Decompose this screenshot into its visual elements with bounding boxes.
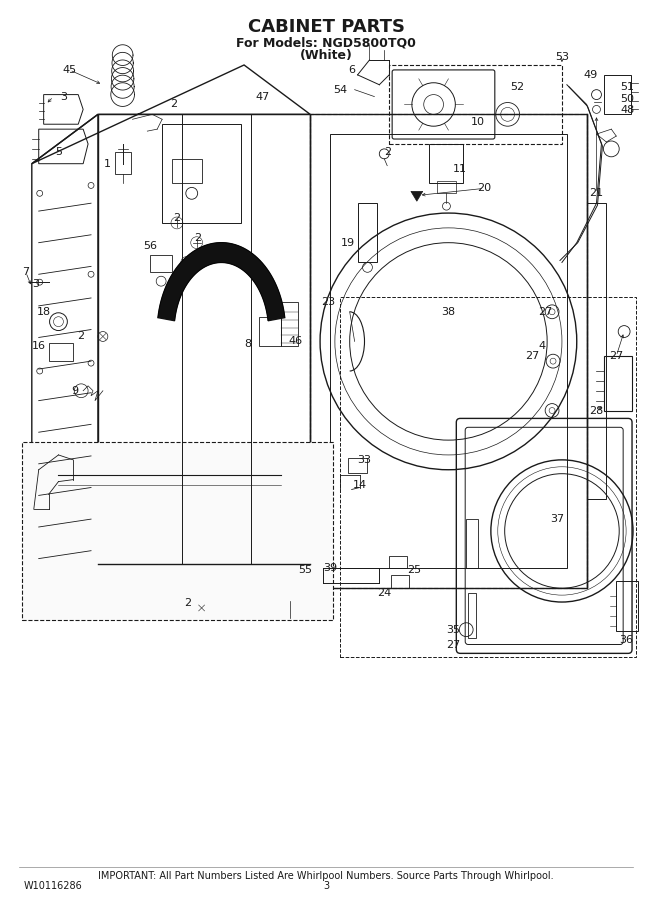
- Bar: [468, 593, 476, 637]
- Bar: [172, 158, 201, 184]
- Text: 54: 54: [333, 85, 347, 94]
- Text: 37: 37: [550, 514, 564, 524]
- Text: 7: 7: [22, 267, 29, 277]
- Bar: [587, 203, 606, 500]
- Text: 27: 27: [609, 351, 623, 361]
- Bar: [95, 474, 130, 509]
- Text: 2: 2: [383, 147, 391, 157]
- Bar: [391, 575, 409, 589]
- Bar: [49, 344, 73, 361]
- Text: CABINET PARTS: CABINET PARTS: [248, 19, 404, 37]
- Text: 18: 18: [37, 307, 51, 317]
- Text: 3: 3: [323, 881, 329, 891]
- Polygon shape: [158, 243, 285, 320]
- Text: 39: 39: [323, 563, 337, 573]
- Text: 52: 52: [511, 82, 525, 92]
- Text: 3: 3: [32, 279, 39, 289]
- Text: 46: 46: [288, 337, 303, 347]
- Bar: [348, 458, 368, 473]
- Bar: [428, 144, 463, 184]
- Bar: [389, 65, 562, 144]
- Text: 14: 14: [353, 480, 366, 490]
- Bar: [437, 182, 456, 194]
- Text: 2: 2: [173, 213, 181, 223]
- Text: 4: 4: [539, 341, 546, 351]
- Polygon shape: [411, 192, 422, 202]
- Text: 24: 24: [377, 588, 391, 598]
- Text: 3: 3: [60, 92, 67, 102]
- Bar: [280, 302, 299, 346]
- Text: 27: 27: [446, 641, 460, 651]
- Text: IMPORTANT: All Part Numbers Listed Are Whirlpool Numbers. Source Parts Through W: IMPORTANT: All Part Numbers Listed Are W…: [98, 871, 554, 881]
- Text: 50: 50: [620, 94, 634, 104]
- Bar: [203, 474, 239, 509]
- Text: (White): (White): [299, 49, 353, 61]
- Text: 6: 6: [348, 65, 355, 75]
- Bar: [259, 317, 280, 346]
- Text: 2: 2: [194, 233, 201, 243]
- Text: 55: 55: [298, 565, 312, 575]
- Text: 35: 35: [447, 625, 460, 634]
- Text: 48: 48: [620, 105, 634, 115]
- Text: 10: 10: [471, 117, 485, 127]
- Text: 56: 56: [143, 240, 157, 250]
- Bar: [466, 519, 478, 569]
- Text: 2: 2: [170, 100, 177, 110]
- Text: 23: 23: [321, 297, 335, 307]
- Bar: [310, 114, 587, 589]
- Bar: [616, 581, 638, 631]
- Text: 11: 11: [453, 164, 467, 174]
- Text: 27: 27: [526, 351, 539, 361]
- Text: 49: 49: [584, 70, 598, 80]
- Text: 5: 5: [55, 147, 62, 157]
- Text: 47: 47: [256, 92, 270, 102]
- Text: 33: 33: [357, 454, 372, 465]
- Bar: [340, 297, 636, 657]
- Text: 38: 38: [441, 307, 456, 317]
- Text: 27: 27: [538, 307, 552, 317]
- Text: 2: 2: [185, 598, 191, 608]
- Text: W10116286: W10116286: [24, 881, 83, 891]
- Text: 25: 25: [407, 565, 421, 575]
- Text: For Models: NGD5800TQ0: For Models: NGD5800TQ0: [236, 37, 416, 50]
- Text: 2: 2: [78, 331, 85, 341]
- Text: 19: 19: [340, 238, 355, 248]
- Text: 28: 28: [589, 406, 604, 416]
- Bar: [357, 203, 378, 263]
- Text: 8: 8: [244, 339, 252, 349]
- Bar: [150, 255, 172, 273]
- Text: 20: 20: [477, 184, 491, 194]
- Text: 9: 9: [72, 386, 79, 396]
- Text: 16: 16: [32, 341, 46, 351]
- Bar: [389, 555, 407, 569]
- Text: 1: 1: [104, 158, 111, 168]
- Bar: [155, 474, 190, 509]
- Text: 21: 21: [589, 188, 604, 198]
- Bar: [604, 356, 632, 410]
- Text: 53: 53: [555, 52, 569, 62]
- Text: 51: 51: [620, 82, 634, 92]
- Bar: [22, 442, 333, 620]
- Text: 45: 45: [62, 65, 76, 75]
- Bar: [115, 152, 130, 174]
- Text: 36: 36: [619, 634, 633, 644]
